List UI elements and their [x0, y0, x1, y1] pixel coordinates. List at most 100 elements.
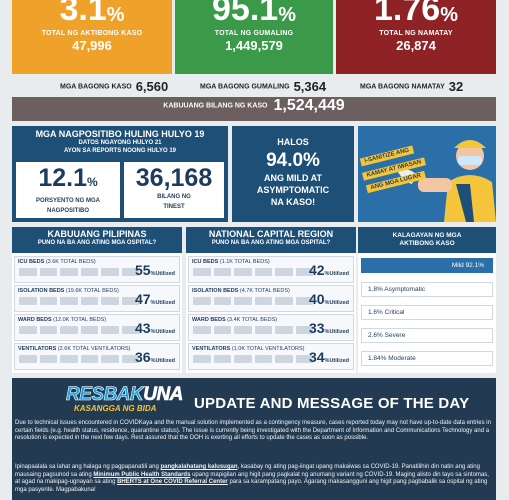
ventilator-icons — [193, 355, 313, 365]
positivity-subtitle-1: DATOS NGAYONG HULYO 21 — [78, 140, 162, 146]
total-cases-value: 1,524,449 — [273, 97, 345, 114]
new-recovered: MGA BAGONG GUMALING 5,364 — [200, 78, 326, 94]
ncr-ward-value: 33 — [308, 320, 325, 336]
p2-link-standards: Minimum Public Health Standards — [93, 471, 191, 478]
bed-icons — [19, 297, 139, 307]
hospital-ncr-title: NATIONAL CAPITAL REGION — [208, 229, 334, 239]
ncr-vent-util: Utilized — [329, 358, 349, 364]
status-title-2: AKTIBONG KASO — [399, 240, 455, 247]
positivity-rate-label-2: NAGPOSITIBO — [46, 208, 89, 214]
ph-iso-label: ISOLATION BEDS — [18, 288, 65, 294]
death-rate-pct: % — [440, 4, 458, 26]
ph-iso-util: Utilized — [155, 300, 175, 306]
hospital-panel-philippines: KABUUANG PILIPINAS PUNO NA BA ANG ATING … — [12, 227, 182, 373]
ncr-vent-label: VENTILATORS — [192, 346, 231, 352]
hospital-ncr-subtitle: PUNO NA BA ANG ATING MGA OSPITAL? — [211, 240, 331, 246]
ncr-ward-util: Utilized — [329, 329, 349, 335]
ph-ward-unit: % — [150, 329, 156, 335]
p2-text-e: upang mapigilan ang higit pang pagkalat … — [15, 471, 489, 486]
positivity-rate-box: 12.1% PORSYENTO NG MGA NAGPOSITIBO — [16, 162, 120, 218]
mild-panel: HALOS 94.0% ANG MILD AT ASYMPTOMATIC NA … — [232, 126, 354, 222]
ph-vent-sub: (2.6K TOTAL VENTILATORS) — [57, 346, 131, 352]
ncr-iso-value: 40 — [308, 291, 325, 307]
tested-box: 36,168 BILANG NG TINEST — [124, 162, 224, 218]
ncr-ward-label: WARD BEDS — [192, 317, 226, 323]
ph-ward-value: 43 — [134, 320, 151, 336]
ncr-ventilators: VENTILATORS (1.0K TOTAL VENTILATORS) 34%… — [188, 343, 354, 370]
ncr-icu-util: Utilized — [329, 271, 349, 277]
ph-iso-value: 47 — [134, 291, 151, 307]
status-asymptomatic: 1.8% Asymptomatic — [361, 282, 493, 297]
mild-line-4: NA KASO! — [270, 197, 316, 207]
logo-text-a: RESBAK — [66, 384, 144, 406]
new-deaths: MGA BAGONG NAMATAY 32 — [360, 78, 463, 94]
mild-line-2: ANG MILD AT — [264, 173, 322, 183]
update-paragraph-2: Ipinapaalala sa lahat ang halaga ng pagp… — [15, 464, 493, 494]
update-title: UPDATE AND MESSAGE OF THE DAY — [194, 395, 470, 412]
new-deaths-label: MGA BAGONG NAMATAY — [360, 83, 445, 91]
status-moderate: 1.84% Moderate — [361, 351, 493, 366]
resbakuna-logo: RESBAKUNA KASANGGA NG BIDA — [66, 384, 184, 422]
total-cases-label: KABUUANG BILANG NG KASO — [163, 102, 268, 110]
ncr-icu-value: 42 — [308, 262, 325, 278]
ncr-iso-unit: % — [324, 300, 330, 306]
ph-ward-util: Utilized — [155, 329, 175, 335]
ncr-icu-sub: (1.1K TOTAL BEDS) — [219, 259, 270, 265]
death-rate: 1.76 — [374, 0, 441, 28]
p2-link-health: pangkalahatang kalusugan — [160, 464, 238, 470]
recovered-label: TOTAL NG GUMALING — [214, 30, 294, 37]
ph-iso-sub: (19.6K TOTAL BEDS) — [65, 288, 119, 294]
status-critical: 1.6% Critical — [361, 305, 493, 320]
positivity-rate: 12.1 — [38, 164, 87, 192]
ncr-vent-value: 34 — [308, 349, 325, 365]
ventilator-icons — [19, 355, 139, 365]
ph-ward-beds: WARD BEDS (12.0K TOTAL BEDS) 43%Utilized — [14, 314, 180, 341]
status-title-1: KALAGAYAN NG MGA — [392, 232, 462, 239]
tested-label-2: TINEST — [163, 204, 185, 210]
mild-line-3: ASYMPTOMATIC — [256, 185, 330, 195]
ncr-isolation-beds: ISOLATION BEDS (4.7K TOTAL BEDS) 40%Util… — [188, 285, 354, 312]
bed-icons — [19, 326, 139, 336]
p2-text-c: , kasabay ng ating pag-iingat upang maka… — [15, 464, 480, 478]
ph-vent-value: 36 — [134, 349, 151, 365]
ncr-ward-beds: WARD BEDS (3.4K TOTAL BEDS) 33%Utilized — [188, 314, 354, 341]
bed-icons — [193, 268, 313, 278]
positivity-title: MGA NAGPOSITIBO HULING HULYO 19 — [35, 129, 205, 139]
ph-icu-value: 55 — [134, 262, 151, 278]
positivity-rate-label-1: PORSYENTO NG MGA — [36, 198, 100, 204]
new-cases-value: 6,560 — [135, 79, 169, 95]
positivity-rate-pct: % — [87, 175, 98, 189]
new-cases-label: MGA BAGONG KASO — [60, 83, 132, 91]
recovered-count: 1,449,579 — [225, 38, 283, 53]
ph-ventilators: VENTILATORS (2.6K TOTAL VENTILATORS) 36%… — [14, 343, 180, 370]
new-cases: MGA BAGONG KASO 6,560 — [60, 78, 168, 94]
recovered-rate: 95.1 — [212, 0, 279, 28]
hospital-panel-ncr: NATIONAL CAPITAL REGION PUNO NA BA ANG A… — [186, 227, 356, 373]
ncr-icu-label: ICU BEDS — [192, 259, 219, 265]
health-worker-figure — [398, 140, 496, 222]
status-severe: 2.6% Severe — [361, 328, 493, 343]
ph-icu-beds: ICU BEDS (3.6K TOTAL BEDS) 55%Utilized — [14, 256, 180, 283]
ncr-ward-unit: % — [324, 329, 330, 335]
recovered-card: 95.1% TOTAL NG GUMALING 1,449,579 — [175, 0, 333, 74]
ph-ward-sub: (12.0K TOTAL BEDS) — [53, 317, 107, 323]
ph-vent-util: Utilized — [155, 358, 175, 364]
bed-icons — [193, 297, 313, 307]
p2-text-a: Ipinapaalala sa lahat ang halaga ng pagp… — [15, 464, 161, 470]
ph-iso-unit: % — [150, 300, 156, 306]
ncr-icu-unit: % — [324, 271, 330, 277]
active-rate-pct: % — [106, 4, 125, 26]
status-mild: Mild 92.1% — [361, 258, 493, 273]
hospital-ph-subtitle: PUNO NA BA ANG ATING MGA OSPITAL? — [37, 240, 157, 246]
ncr-icu-beds: ICU BEDS (1.1K TOTAL BEDS) 42%Utilized — [188, 256, 354, 283]
active-label: TOTAL NG AKTIBONG KASO — [41, 30, 143, 37]
tested-label-1: BILANG NG — [157, 194, 191, 200]
logo-tagline: KASANGGA NG BIDA — [74, 404, 157, 413]
bed-icons — [193, 326, 313, 336]
new-recovered-label: MGA BAGONG GUMALING — [200, 83, 290, 91]
active-rate: 3.1 — [59, 0, 107, 28]
hospital-ph-title: KABUUANG PILIPINAS — [47, 229, 147, 239]
positivity-subtitle-2: AYON SA REPORTS NOONG HULYO 19 — [63, 148, 177, 154]
ncr-iso-util: Utilized — [329, 300, 349, 306]
